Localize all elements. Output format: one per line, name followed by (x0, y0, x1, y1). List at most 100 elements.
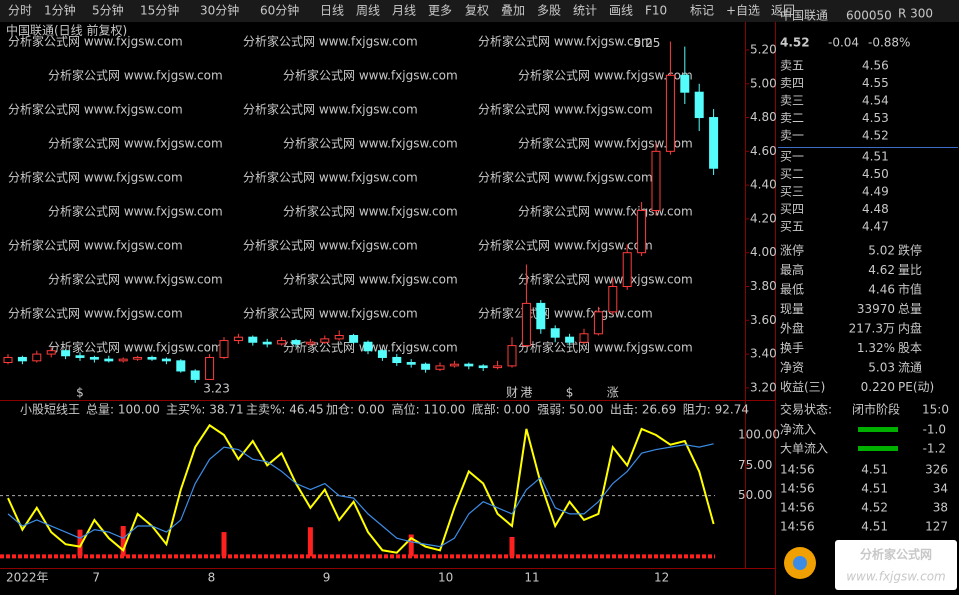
candle-body (233, 336, 243, 342)
y-tick-label: 4.00 (750, 245, 777, 259)
indicator-title: 小股短线王 (20, 403, 80, 417)
watermark: 分析家公式网 www.fxjgsw.com (48, 340, 223, 355)
book-price: 4.55 (862, 76, 889, 90)
candle-body (507, 345, 517, 367)
candle-body (118, 358, 128, 362)
x-tick-label: 8 (208, 571, 216, 585)
toolbar-button[interactable]: 分时 (8, 4, 32, 18)
toolbar-button[interactable]: +自选 (726, 4, 760, 18)
bar (120, 526, 126, 557)
book-price: 4.56 (862, 59, 889, 73)
y-tick-label: 4.20 (750, 211, 777, 225)
watermark: 分析家公式网 www.fxjgsw.com (478, 306, 653, 321)
y-tick-label: 3.40 (750, 347, 777, 361)
bar (221, 532, 227, 557)
watermark: 分析家公式网 www.fxjgsw.com (8, 238, 183, 253)
stat-label: 总量 (898, 302, 922, 316)
watermark: 分析家公式网 www.fxjgsw.com (283, 272, 458, 287)
divider (778, 147, 958, 148)
indicator-field: 底部: 0.00 (472, 402, 531, 417)
toolbar-button[interactable]: 多股 (537, 4, 561, 18)
tick-time: 14:56 (780, 482, 815, 496)
stat-label: PE(动) (898, 380, 934, 394)
candle-body (392, 356, 402, 364)
divider (745, 22, 746, 568)
stat-label: 股本 (898, 341, 922, 355)
x-tick-label: 2022年 (6, 571, 49, 585)
candle-body (435, 365, 445, 370)
candle-body (75, 355, 85, 358)
toolbar-button[interactable]: 画线 (609, 4, 633, 18)
candle-body (46, 350, 56, 355)
toolbar-button[interactable]: 60分钟 (260, 3, 299, 18)
candle-body (219, 340, 229, 358)
candle-body (478, 365, 488, 369)
event-marker: $ (76, 386, 84, 400)
y-tick-label: 3.20 (750, 380, 777, 394)
stat-label: 最低 (780, 283, 804, 297)
divider (0, 568, 775, 569)
toolbar-button[interactable]: 周线 (356, 4, 380, 18)
stat-label: 涨停 (780, 243, 804, 258)
status-label: 交易状态: (780, 402, 832, 417)
status: 闭市阶段 (852, 402, 900, 417)
book-price: 4.51 (862, 150, 889, 164)
toolbar-button[interactable]: 复权 (465, 4, 489, 18)
candle-body (161, 358, 171, 362)
toolbar-button[interactable]: 1分钟 (44, 3, 76, 18)
stat-label: 收益(三) (780, 380, 825, 394)
watermark: 分析家公式网 www.fxjgsw.com (48, 136, 223, 151)
stat-value: 5.03 (868, 361, 895, 375)
stat-label: 外盘 (780, 321, 804, 336)
toolbar-button[interactable]: 返回 (771, 4, 795, 18)
pct: -0.88% (868, 36, 910, 50)
stat-value: 4.62 (868, 263, 895, 277)
stat-value: 0.220 (861, 380, 895, 394)
toolbar-button[interactable]: 叠加 (501, 4, 525, 18)
event-marker: 港 (520, 386, 532, 400)
tick-volume: 34 (933, 482, 948, 496)
toolbar-button[interactable]: 30分钟 (200, 3, 239, 18)
candle-body (579, 333, 589, 343)
candle-body (147, 356, 157, 360)
candle-body (133, 356, 143, 360)
watermark: 分析家公式网 www.fxjgsw.com (283, 204, 458, 219)
candle-body (89, 356, 99, 360)
high-label: 5.25 (634, 36, 661, 50)
toolbar-button[interactable]: F10 (645, 4, 667, 18)
watermark: 分析家公式网 www.fxjgsw.com (243, 170, 418, 185)
watermark: 分析家公式网 www.fxjgsw.com (478, 170, 653, 185)
toolbar-button[interactable]: 更多 (428, 4, 452, 18)
y-tick-label: 100.00 (738, 427, 780, 441)
toolbar-button[interactable]: 标记 (690, 4, 714, 18)
candle-body (608, 285, 618, 313)
toolbar-button[interactable]: 5分钟 (92, 3, 124, 18)
candle-body (305, 341, 315, 345)
toolbar-button[interactable]: 15分钟 (140, 3, 179, 18)
indicator-line (7, 423, 715, 554)
indicator-field: 主卖%: 46.45 (246, 403, 324, 417)
toolbar-button[interactable]: 日线 (320, 4, 344, 18)
y-tick-label: 4.60 (750, 144, 777, 158)
stat-label: 内盘 (898, 321, 922, 336)
y-tick-label: 3.60 (750, 313, 777, 327)
stat-value: 4.46 (868, 283, 895, 297)
y-tick-label: 3.80 (750, 279, 777, 293)
flow-label: 净流入 (780, 423, 816, 437)
toolbar (0, 0, 959, 22)
toolbar-button[interactable]: 统计 (573, 4, 597, 18)
toolbar-button[interactable]: 月线 (392, 4, 416, 18)
y-tick-label: 75.00 (738, 458, 772, 472)
watermark: 分析家公式网 www.fxjgsw.com (48, 272, 223, 287)
tick-volume: 127 (925, 520, 948, 534)
tick-price: 4.51 (861, 482, 888, 496)
x-tick-label: 9 (323, 571, 331, 585)
logo-title: 分析家公式网 (860, 547, 932, 562)
book-label: 卖四 (780, 76, 804, 90)
x-tick-label: 12 (654, 571, 669, 585)
indicator-field: 主买%: 38.71 (166, 403, 244, 417)
candle-body (334, 334, 344, 340)
stat-label: 流通 (898, 361, 922, 375)
candle-body (32, 353, 42, 362)
